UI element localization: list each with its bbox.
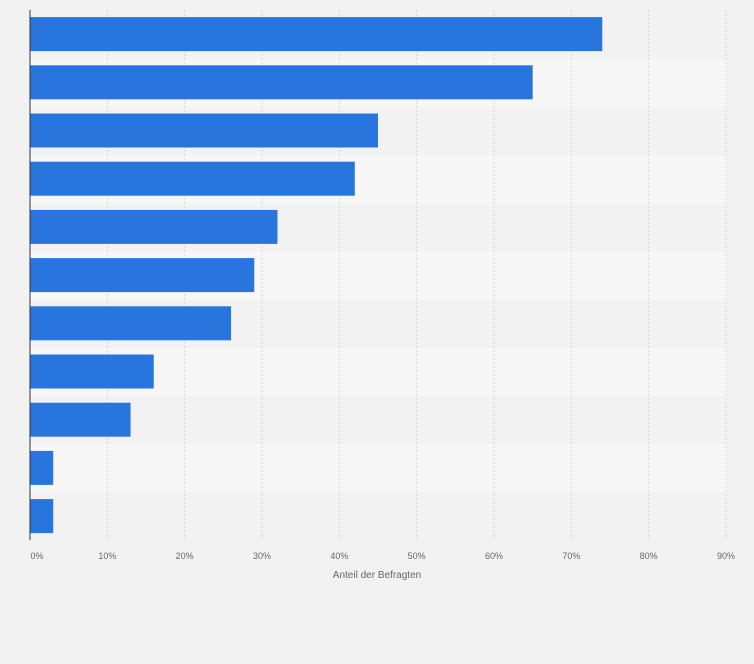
bar[interactable]: [30, 161, 355, 196]
bar-series: [30, 17, 603, 534]
bar[interactable]: [30, 258, 255, 293]
x-tick-label: 30%: [253, 551, 271, 561]
x-axis-ticks: 0% 10% 20% 30% 40% 50% 60% 70% 80% 90%: [30, 551, 735, 561]
bar[interactable]: [30, 17, 603, 52]
x-tick-label: 20%: [176, 551, 194, 561]
bar[interactable]: [30, 354, 154, 389]
bar[interactable]: [30, 306, 232, 341]
bar[interactable]: [30, 450, 54, 485]
x-tick-label: 10%: [98, 551, 116, 561]
x-tick-label: 90%: [717, 551, 735, 561]
x-tick-label: 50%: [408, 551, 426, 561]
row-band: [30, 443, 726, 492]
x-tick-label: 60%: [485, 551, 503, 561]
bar[interactable]: [30, 113, 378, 148]
x-axis-label: Anteil der Befragten: [333, 570, 421, 581]
bar[interactable]: [30, 209, 278, 244]
x-tick-label: 70%: [562, 551, 580, 561]
x-tick-label: 80%: [640, 551, 658, 561]
row-band: [30, 395, 726, 444]
row-band: [30, 492, 726, 541]
bar[interactable]: [30, 65, 533, 100]
x-tick-label: 40%: [330, 551, 348, 561]
bar[interactable]: [30, 499, 54, 534]
x-tick-label: 0%: [30, 551, 43, 561]
bar[interactable]: [30, 402, 131, 437]
